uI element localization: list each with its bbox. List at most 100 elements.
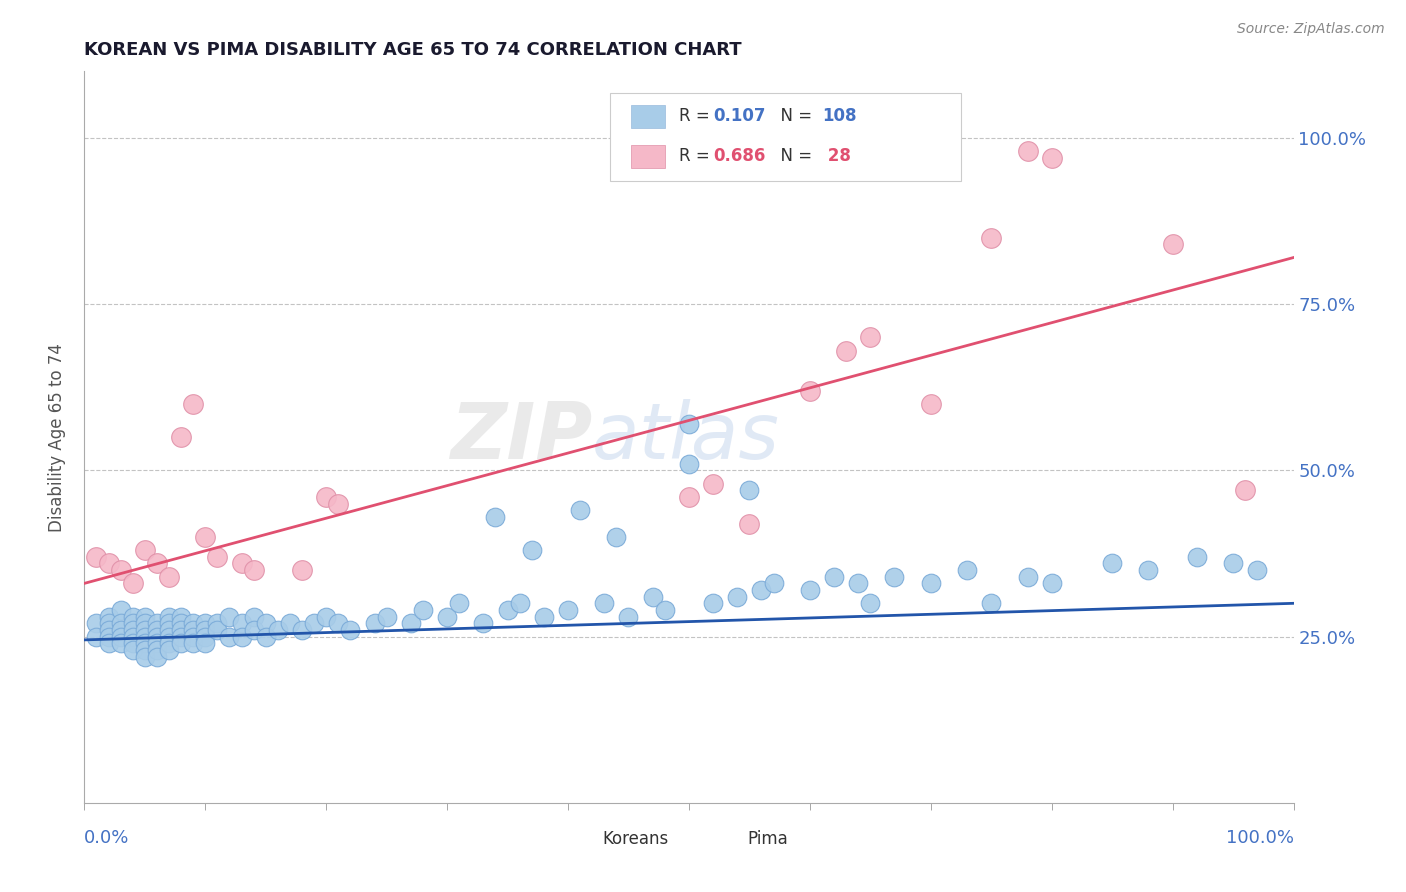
Point [267,623,290,637]
Point [157,630,180,644]
Point [751,582,773,597]
FancyBboxPatch shape [610,94,962,181]
Point [278,616,301,631]
Point [121,609,143,624]
Text: Koreans: Koreans [602,830,668,848]
Point [146,643,169,657]
Point [157,636,180,650]
Point [291,623,314,637]
Point [97,609,120,624]
Point [231,630,253,644]
FancyBboxPatch shape [631,105,665,128]
Text: 0.686: 0.686 [713,147,765,166]
Point [218,609,240,624]
Point [533,609,555,624]
Point [181,636,204,650]
Point [725,590,748,604]
Y-axis label: Disability Age 65 to 74: Disability Age 65 to 74 [48,343,66,532]
Point [231,557,253,571]
Point [86,616,108,631]
Point [593,596,616,610]
Point [242,563,264,577]
Point [194,616,217,631]
Point [799,384,821,398]
Point [738,483,761,498]
Point [557,603,579,617]
Point [1222,557,1244,571]
Point [375,609,398,624]
Point [920,576,942,591]
Point [134,609,156,624]
Point [207,549,229,564]
Point [134,543,156,558]
Point [520,543,543,558]
Point [1017,570,1039,584]
Point [194,530,217,544]
Point [799,582,821,597]
Point [678,457,700,471]
Point [328,616,350,631]
Point [339,623,361,637]
Text: atlas: atlas [592,399,780,475]
Point [956,563,979,577]
Point [181,630,204,644]
Text: Source: ZipAtlas.com: Source: ZipAtlas.com [1237,22,1385,37]
Point [315,609,337,624]
Point [1040,576,1063,591]
Point [207,616,229,631]
Point [1246,563,1268,577]
Text: Pima: Pima [747,830,787,848]
Point [702,476,724,491]
Point [110,630,132,644]
Point [194,636,217,650]
Point [654,603,676,617]
Point [121,576,143,591]
Point [157,623,180,637]
Point [146,649,169,664]
Point [302,616,325,631]
Point [134,649,156,664]
Point [121,616,143,631]
Text: 100.0%: 100.0% [1226,829,1294,847]
Point [157,616,180,631]
Point [509,596,531,610]
FancyBboxPatch shape [568,830,595,849]
Text: N =: N = [770,107,817,125]
Point [859,330,882,344]
Point [835,343,858,358]
Point [97,557,120,571]
Point [1017,144,1039,158]
Point [1040,151,1063,165]
Point [363,616,385,631]
Point [859,596,882,610]
Point [1137,563,1160,577]
Point [170,636,193,650]
Point [86,549,108,564]
Point [1101,557,1123,571]
Point [980,596,1002,610]
Point [146,557,169,571]
Point [157,609,180,624]
Point [883,570,905,584]
Point [231,616,253,631]
Point [980,230,1002,244]
Point [121,630,143,644]
Point [134,623,156,637]
Text: R =: R = [679,147,716,166]
Point [146,623,169,637]
Point [121,636,143,650]
Point [569,503,592,517]
Point [110,603,132,617]
Point [170,623,193,637]
Point [702,596,724,610]
Point [496,603,519,617]
Point [738,516,761,531]
Text: ZIP: ZIP [450,399,592,475]
Point [678,490,700,504]
Point [157,570,180,584]
Point [315,490,337,504]
Point [110,636,132,650]
Point [1234,483,1257,498]
Point [181,397,204,411]
Point [121,623,143,637]
